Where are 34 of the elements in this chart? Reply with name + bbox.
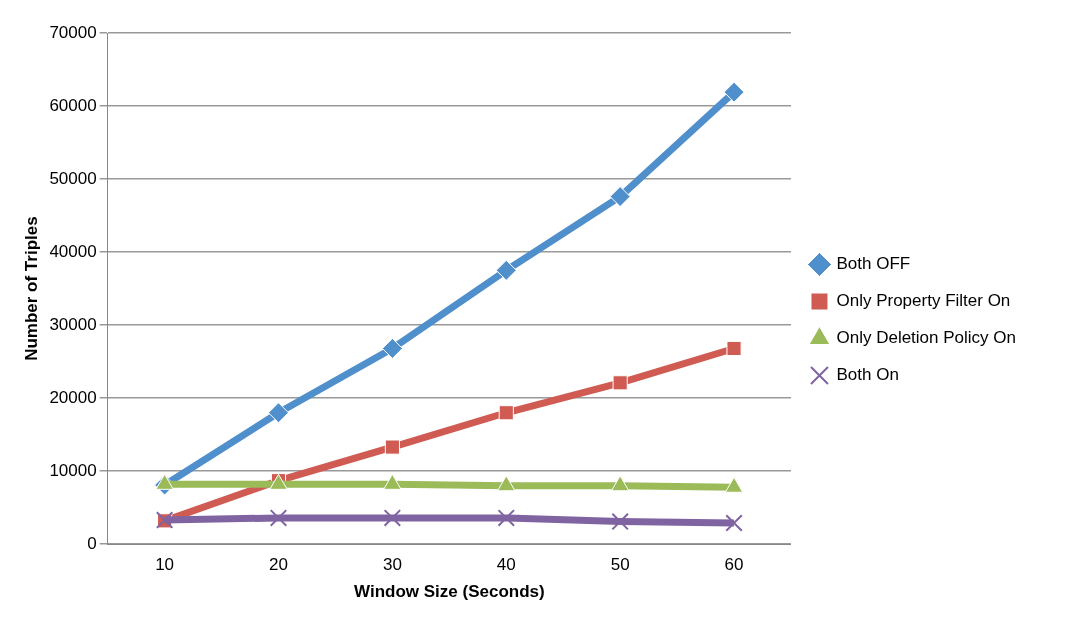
x-tick-label: 30 bbox=[382, 555, 402, 575]
point bbox=[383, 509, 402, 527]
x-tick-label: 40 bbox=[496, 555, 516, 575]
x-axis-title: Window Size (Seconds) bbox=[354, 582, 545, 602]
y-tick-label: 40000 bbox=[49, 241, 97, 261]
y-tick-label: 50000 bbox=[49, 168, 97, 188]
point bbox=[495, 259, 517, 281]
legend-label: Only Property Filter On bbox=[836, 291, 1011, 311]
x-tick-label: 60 bbox=[724, 555, 744, 575]
y-tick-label: 60000 bbox=[49, 95, 97, 115]
point bbox=[268, 402, 289, 424]
legend-label: Both OFF bbox=[836, 254, 911, 274]
y-tick-label: 0 bbox=[87, 533, 97, 553]
point bbox=[497, 509, 516, 527]
y-tick-label: 20000 bbox=[49, 387, 97, 407]
point bbox=[609, 186, 631, 208]
point bbox=[723, 81, 745, 103]
x-tick-label: 50 bbox=[610, 555, 630, 575]
y-tick-label: 10000 bbox=[49, 460, 97, 480]
point bbox=[384, 439, 400, 455]
x-tick-label: 10 bbox=[155, 555, 175, 575]
point bbox=[725, 514, 743, 532]
x-tick-label: 20 bbox=[269, 555, 288, 575]
legend-label: Only Deletion Policy On bbox=[836, 328, 1017, 348]
point bbox=[498, 405, 514, 421]
point bbox=[612, 375, 628, 391]
point bbox=[381, 337, 403, 359]
legend-label: Both On bbox=[836, 365, 899, 385]
y-axis-title: Number of Triples bbox=[21, 216, 41, 361]
y-tick-label: 30000 bbox=[49, 314, 97, 334]
y-tick-label: 70000 bbox=[49, 22, 97, 42]
point bbox=[726, 340, 742, 357]
point bbox=[269, 509, 288, 527]
point bbox=[611, 512, 629, 531]
